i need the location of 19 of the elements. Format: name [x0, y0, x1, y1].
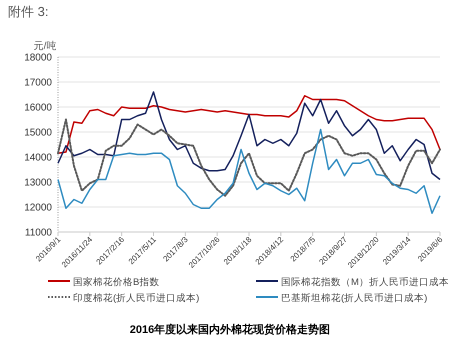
- line-series: [57, 91, 441, 180]
- y-tick-label: 11000: [24, 228, 52, 238]
- line-series: [57, 95, 441, 154]
- y-tick-label: 18000: [24, 52, 52, 64]
- y-tick-label: 14000: [24, 152, 52, 164]
- legend-label: 印度棉花(折人民币进口成本): [73, 292, 200, 304]
- line-series: [57, 128, 441, 214]
- text: 附件 3:: [8, 4, 48, 19]
- legend-label: 国际棉花指数（M）折人民币进口成本: [281, 276, 449, 288]
- y-tick-label: 16000: [24, 102, 52, 114]
- line-series: [57, 118, 441, 197]
- y-axis-title: 元/吨: [34, 40, 56, 52]
- y-tick-label: 15000: [24, 128, 52, 138]
- text: 2016年度以来国内外棉花现货价格走势图: [130, 323, 330, 336]
- y-tick-label: 12000: [24, 202, 52, 214]
- y-tick-label: 17000: [24, 78, 52, 88]
- legend-label: 国家棉花价格B指数: [73, 276, 160, 288]
- legend-label: 巴基斯坦棉花(折人民币进口成本): [281, 292, 428, 304]
- y-tick-label: 13000: [24, 178, 52, 188]
